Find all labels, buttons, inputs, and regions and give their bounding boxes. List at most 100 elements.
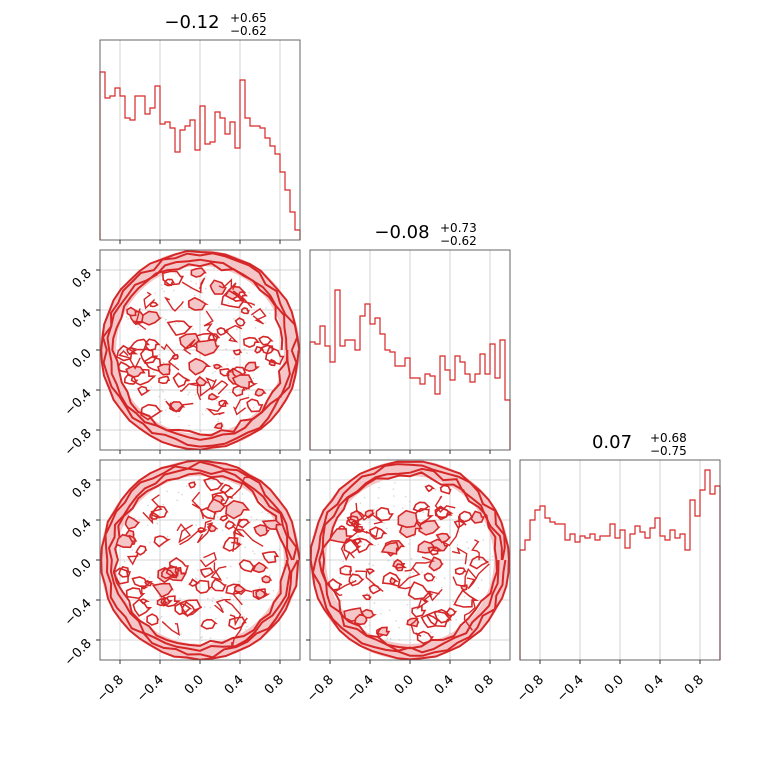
sample-point xyxy=(463,595,466,598)
contour-blob xyxy=(243,361,261,372)
sample-point xyxy=(165,318,167,321)
sample-point xyxy=(340,599,342,602)
sample-point xyxy=(137,326,139,329)
contour-line xyxy=(191,491,205,519)
sample-point xyxy=(412,571,414,574)
sample-point xyxy=(233,357,235,359)
contour-blob xyxy=(140,403,164,421)
sample-point xyxy=(195,282,198,285)
sample-point xyxy=(197,478,200,481)
contour-blob xyxy=(233,584,247,593)
sample-point xyxy=(162,361,165,364)
contour-blob xyxy=(389,576,399,586)
sample-point xyxy=(166,490,168,493)
sample-point xyxy=(163,290,165,293)
contour-line xyxy=(232,589,253,606)
sample-point xyxy=(363,496,366,499)
contour-blob xyxy=(407,581,432,600)
sample-point xyxy=(244,628,247,631)
contour-ring xyxy=(111,262,289,437)
sample-point xyxy=(408,543,410,545)
contour-line xyxy=(140,585,149,595)
contour-line xyxy=(340,538,357,562)
sample-point xyxy=(393,495,395,497)
contour-blob xyxy=(395,563,408,572)
sample-point xyxy=(131,549,134,551)
contour-blob xyxy=(252,561,269,574)
sample-point xyxy=(435,577,438,580)
contour-line xyxy=(232,290,256,309)
sample-point xyxy=(433,580,436,583)
contour-blob xyxy=(157,363,171,376)
sample-point xyxy=(215,617,217,620)
sample-point xyxy=(413,627,416,630)
contour-ring xyxy=(100,460,300,660)
contour-blob xyxy=(376,626,391,637)
contour-blob xyxy=(172,372,190,388)
contour-line xyxy=(161,621,181,636)
contour-blob xyxy=(242,336,261,348)
sample-point xyxy=(379,612,382,615)
sample-point xyxy=(248,394,250,396)
contour-line xyxy=(231,617,248,648)
sample-point xyxy=(267,512,269,515)
sample-point xyxy=(434,488,437,491)
sample-point xyxy=(170,401,172,403)
x-tick-label: 0.8 xyxy=(472,672,497,697)
sample-point xyxy=(211,381,214,384)
contour-line xyxy=(466,563,490,590)
contour-group xyxy=(100,460,300,660)
contour-line xyxy=(118,350,141,370)
x-tick-label: 0.8 xyxy=(262,672,287,697)
x-tick-label: 0.4 xyxy=(222,672,247,697)
contour-blob xyxy=(125,587,146,600)
sample-point xyxy=(159,421,162,424)
sample-point xyxy=(467,547,470,549)
sample-point xyxy=(192,328,194,330)
sample-point xyxy=(176,499,179,502)
contour-blob xyxy=(470,510,485,524)
sample-point xyxy=(184,608,187,611)
title-lower-error: −0.62 xyxy=(230,24,267,38)
contour-line xyxy=(471,539,480,561)
sample-point xyxy=(188,424,190,427)
contour-line xyxy=(235,518,264,547)
contour-line xyxy=(132,308,147,331)
contour-blob xyxy=(115,533,135,549)
contour-line xyxy=(210,378,229,395)
contour-blob xyxy=(149,511,161,520)
sample-point xyxy=(344,568,347,570)
sample-point xyxy=(156,522,159,525)
contour-blob xyxy=(328,528,353,544)
contour-blob xyxy=(237,518,251,529)
sample-point xyxy=(194,393,197,396)
contour-blob xyxy=(412,501,431,513)
contour-blob xyxy=(187,296,209,311)
contour-blob xyxy=(360,608,378,619)
contour-blob xyxy=(178,332,201,350)
contour-blob xyxy=(258,335,274,346)
contour-blob xyxy=(161,595,182,608)
contour-line xyxy=(427,588,443,602)
contour-blob xyxy=(123,373,139,385)
sample-point xyxy=(128,350,130,352)
contour-line xyxy=(334,580,357,597)
contour-line xyxy=(355,502,384,525)
contour-blob xyxy=(231,384,246,397)
sample-point xyxy=(389,637,392,640)
sample-point xyxy=(225,348,227,350)
sample-point xyxy=(146,524,149,526)
title-lower-error: −0.75 xyxy=(650,444,687,458)
contour-ring xyxy=(104,460,299,659)
sample-point xyxy=(196,578,198,581)
contour-blob xyxy=(166,320,193,337)
sample-point xyxy=(423,633,425,636)
contour-blob xyxy=(131,576,154,588)
contour-blob xyxy=(219,367,233,377)
contour-line xyxy=(416,593,433,610)
contour-blob xyxy=(188,481,197,489)
sample-point xyxy=(398,626,400,629)
sample-point xyxy=(201,413,204,415)
contour-ring xyxy=(100,250,300,450)
sample-point xyxy=(181,493,183,496)
